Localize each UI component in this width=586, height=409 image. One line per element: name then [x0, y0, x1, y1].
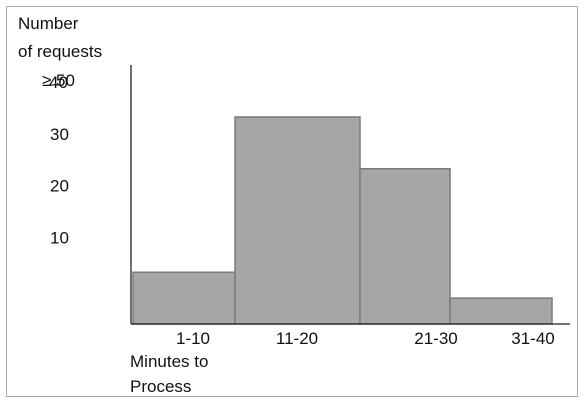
y-axis-title-line-2: of requests — [18, 42, 102, 61]
y-tick-label: ≥ 50 — [42, 71, 75, 90]
bar-1-10 — [132, 271, 236, 325]
y-axis-ticks: 10 20 30 40≥ 50 — [42, 71, 75, 247]
bar-31-40 — [449, 297, 553, 325]
bars — [132, 116, 553, 325]
bar-21-30 — [359, 168, 451, 325]
x-axis-category-labels: 1-10 11-20 21-30 31-40 — [176, 329, 555, 348]
x-tick-label: 31-40 — [511, 329, 554, 348]
x-axis-title-line-2: Process — [130, 377, 191, 396]
x-axis-title-line-1: Minutes to — [130, 352, 208, 371]
y-tick-label: 10 — [50, 228, 69, 247]
y-tick-label: 20 — [50, 177, 69, 196]
y-tick-label: 30 — [50, 125, 69, 144]
bar-11-20 — [234, 116, 361, 325]
y-tick-label: 40 — [49, 73, 68, 92]
y-axis-title: Number of requests — [18, 14, 102, 61]
x-axis-title: Minutes to Process — [130, 352, 208, 396]
x-tick-label: 21-30 — [414, 329, 457, 348]
y-axis-title-line-1: Number — [18, 14, 79, 33]
x-tick-label: 11-20 — [276, 329, 318, 348]
x-tick-label: 1-10 — [176, 329, 210, 348]
